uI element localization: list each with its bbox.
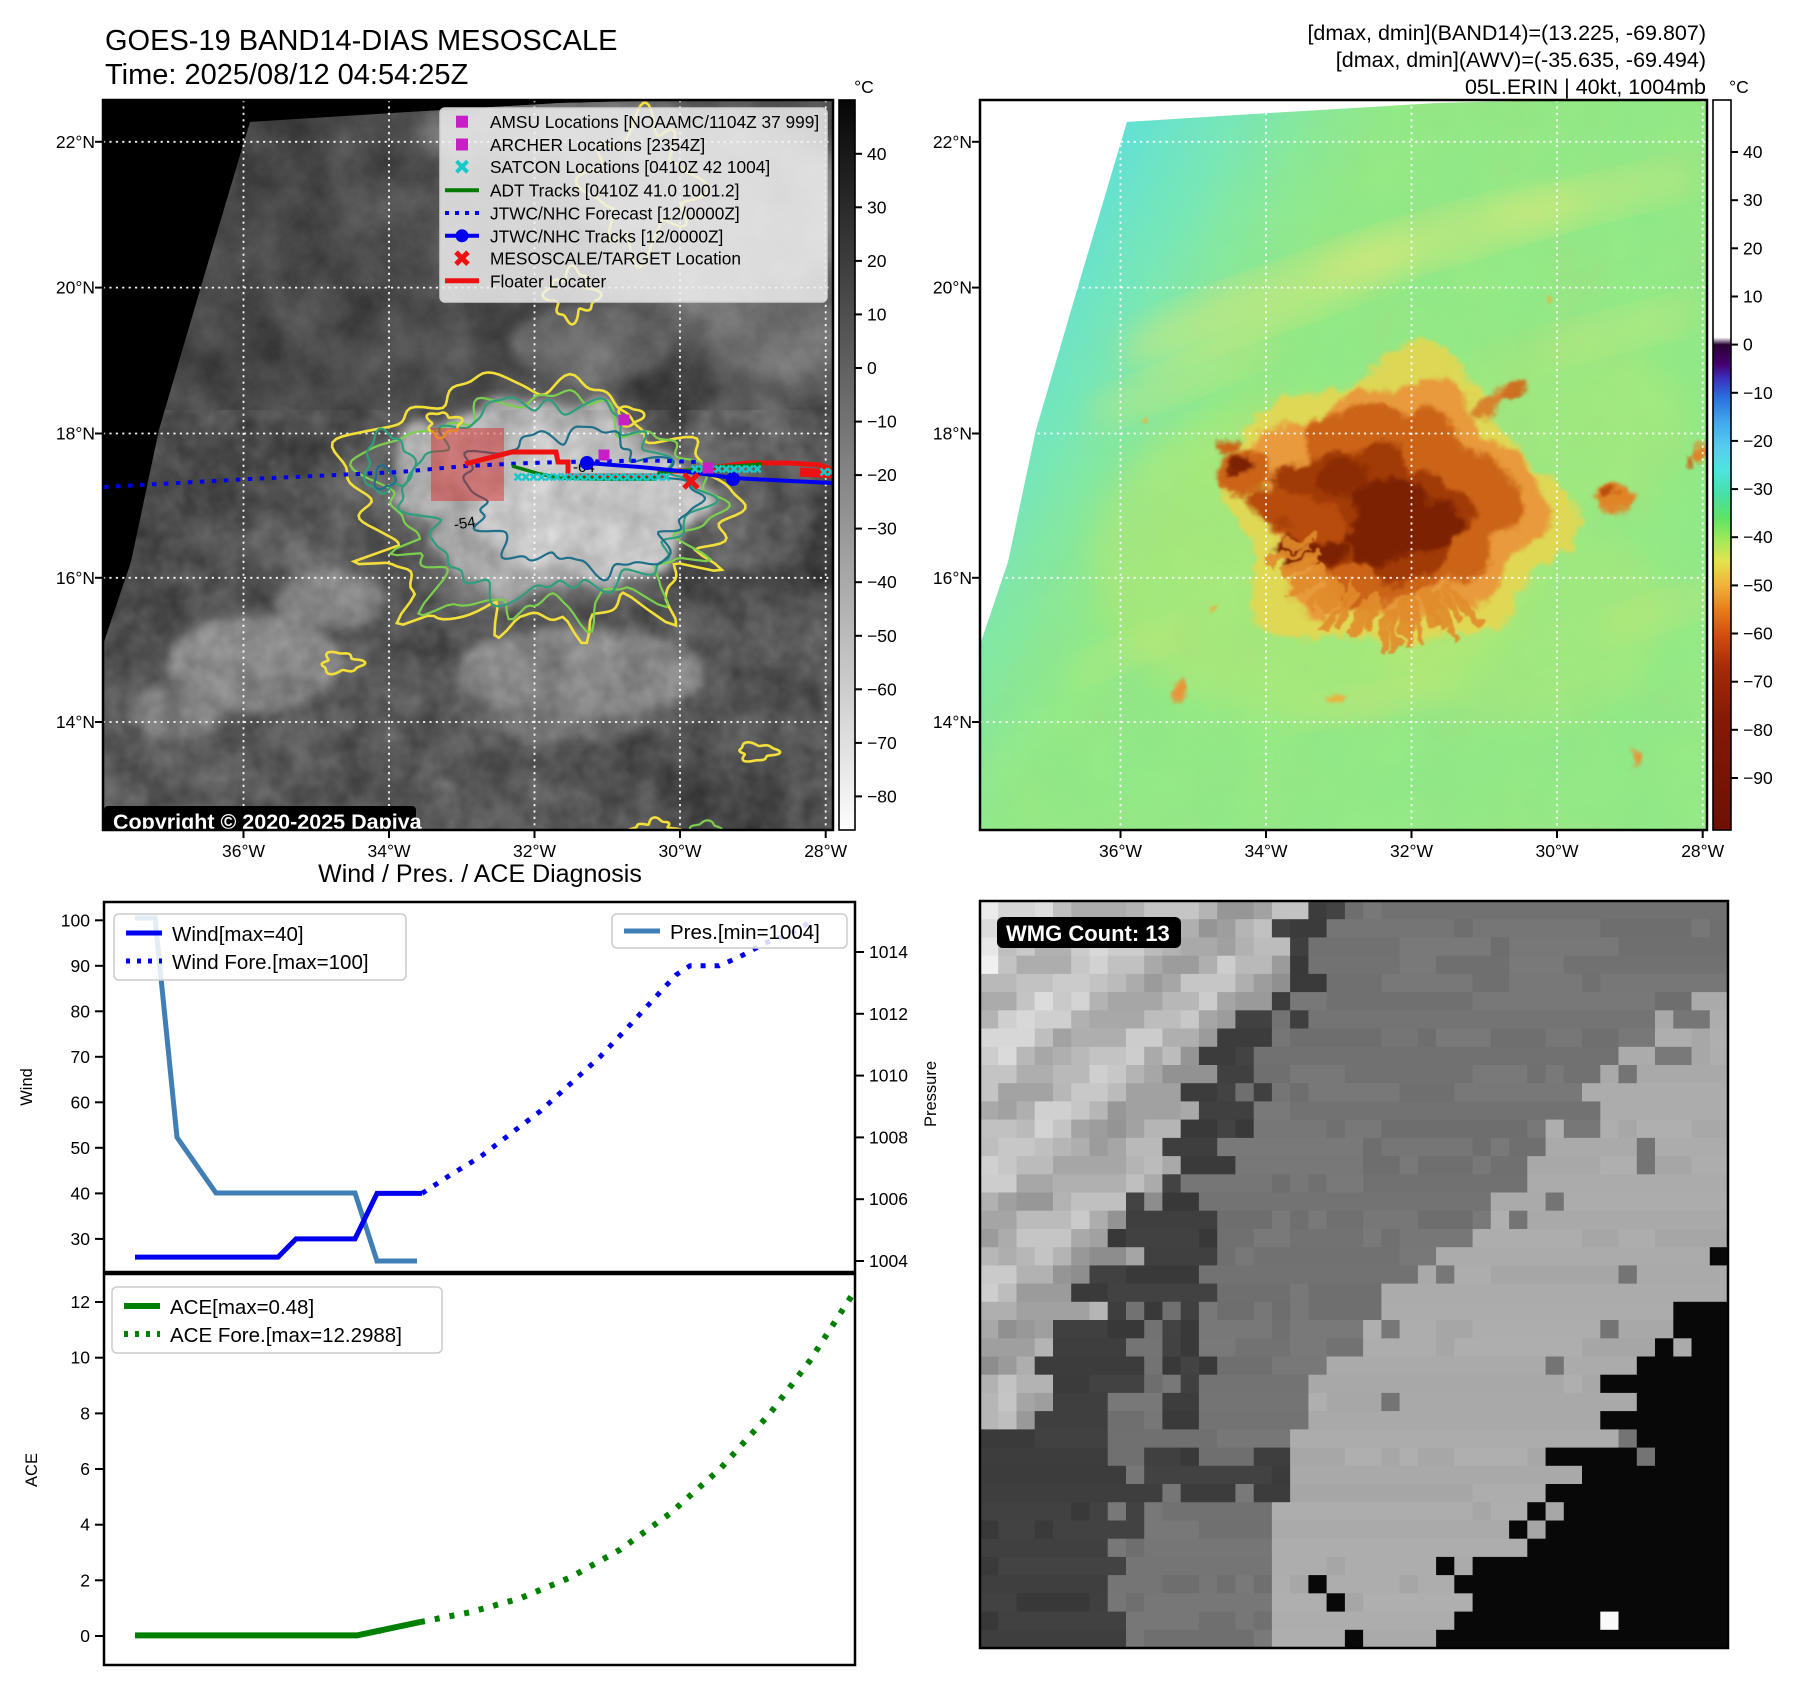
svg-text:−30: −30 — [867, 519, 897, 539]
svg-text:°C: °C — [854, 77, 874, 97]
svg-text:14°N: 14°N — [933, 712, 972, 732]
svg-text:JTWC/NHC Tracks [12/0000Z]: JTWC/NHC Tracks [12/0000Z] — [490, 226, 723, 246]
svg-text:−10: −10 — [867, 412, 897, 432]
svg-text:60: 60 — [71, 1092, 91, 1112]
svg-text:ACE Fore.[max=12.2988]: ACE Fore.[max=12.2988] — [170, 1324, 402, 1347]
svg-text:−30: −30 — [1743, 479, 1773, 499]
svg-text:30: 30 — [1743, 190, 1763, 210]
svg-text:34°W: 34°W — [1245, 841, 1288, 861]
svg-text:−60: −60 — [867, 679, 897, 699]
svg-text:36°W: 36°W — [222, 841, 265, 861]
svg-text:22°N: 22°N — [933, 132, 972, 152]
svg-text:Wind Fore.[max=100]: Wind Fore.[max=100] — [172, 951, 369, 974]
svg-text:Floater Locater: Floater Locater — [490, 271, 606, 291]
svg-text:34°W: 34°W — [368, 841, 411, 861]
svg-text:100: 100 — [61, 910, 90, 930]
svg-text:4: 4 — [80, 1515, 90, 1535]
svg-text:Pres.[min=1004]: Pres.[min=1004] — [670, 921, 820, 944]
svg-text:32°W: 32°W — [513, 841, 556, 861]
svg-text:14°N: 14°N — [56, 712, 95, 732]
svg-text:AMSU Locations [NOAAMC/1104Z 3: AMSU Locations [NOAAMC/1104Z 37 999] — [490, 112, 819, 132]
svg-text:ARCHER Locations [2354Z]: ARCHER Locations [2354Z] — [490, 135, 705, 155]
svg-text:Copyright © 2020-2025 Dapiya: Copyright © 2020-2025 Dapiya — [113, 810, 423, 834]
svg-text:−10: −10 — [1743, 383, 1773, 403]
svg-text:Wind[max=40]: Wind[max=40] — [172, 923, 304, 946]
svg-text:−20: −20 — [867, 465, 897, 485]
svg-text:−50: −50 — [1743, 575, 1773, 595]
svg-text:ADT Tracks [0410Z 41.0 1001.2]: ADT Tracks [0410Z 41.0 1001.2] — [490, 181, 739, 201]
svg-text:70: 70 — [71, 1047, 91, 1067]
svg-text:2: 2 — [80, 1570, 90, 1590]
svg-text:30°W: 30°W — [1536, 841, 1579, 861]
svg-text:−50: −50 — [867, 626, 897, 646]
svg-text:10: 10 — [71, 1348, 91, 1368]
svg-text:1008: 1008 — [869, 1127, 908, 1147]
svg-text:16°N: 16°N — [933, 568, 972, 588]
svg-text:−20: −20 — [1743, 431, 1773, 451]
svg-text:−70: −70 — [867, 733, 897, 753]
svg-text:05L.ERIN | 40kt, 1004mb: 05L.ERIN | 40kt, 1004mb — [1465, 75, 1706, 99]
svg-text:28°W: 28°W — [1681, 841, 1724, 861]
svg-text:−80: −80 — [1743, 720, 1773, 740]
svg-text:1014: 1014 — [869, 942, 908, 962]
svg-text:30: 30 — [71, 1229, 91, 1249]
svg-text:MESOSCALE/TARGET Location: MESOSCALE/TARGET Location — [490, 249, 741, 269]
svg-text:18°N: 18°N — [56, 424, 95, 444]
svg-text:12: 12 — [71, 1292, 90, 1312]
svg-text:−40: −40 — [867, 572, 897, 592]
svg-text:80: 80 — [71, 1001, 91, 1021]
svg-text:GOES-19 BAND14-DIAS MESOSCALE: GOES-19 BAND14-DIAS MESOSCALE — [105, 25, 618, 57]
svg-text:[dmax, dmin](BAND14)=(13.225,: [dmax, dmin](BAND14)=(13.225, -69.807) — [1307, 21, 1706, 45]
svg-text:18°N: 18°N — [933, 424, 972, 444]
svg-text:36°W: 36°W — [1099, 841, 1142, 861]
svg-text:WMG Count: 13: WMG Count: 13 — [1006, 921, 1170, 946]
svg-text:Wind / Pres. / ACE Diagnosis: Wind / Pres. / ACE Diagnosis — [318, 860, 642, 888]
svg-text:1010: 1010 — [869, 1066, 908, 1086]
svg-text:40: 40 — [71, 1183, 91, 1203]
svg-text:30: 30 — [867, 197, 887, 217]
svg-text:1004: 1004 — [869, 1251, 908, 1271]
svg-text:Time: 2025/08/12 04:54:25Z: Time: 2025/08/12 04:54:25Z — [105, 59, 468, 91]
svg-text:SATCON Locations [0410Z 42 100: SATCON Locations [0410Z 42 1004] — [490, 157, 770, 177]
svg-text:−40: −40 — [1743, 527, 1773, 547]
svg-text:1012: 1012 — [869, 1004, 908, 1024]
svg-text:40: 40 — [867, 144, 887, 164]
svg-text:28°W: 28°W — [804, 841, 847, 861]
svg-text:20°N: 20°N — [56, 278, 95, 298]
svg-text:0: 0 — [80, 1626, 90, 1646]
svg-text:Pressure: Pressure — [922, 1061, 940, 1127]
svg-text:20°N: 20°N — [933, 278, 972, 298]
svg-text:6: 6 — [80, 1459, 90, 1479]
svg-text:0: 0 — [1743, 335, 1753, 355]
svg-text:20: 20 — [867, 251, 887, 271]
svg-text:Wind: Wind — [18, 1068, 36, 1106]
svg-text:JTWC/NHC Forecast [12/0000Z]: JTWC/NHC Forecast [12/0000Z] — [490, 204, 740, 224]
svg-text:°C: °C — [1729, 77, 1749, 97]
svg-text:40: 40 — [1743, 142, 1763, 162]
svg-text:10: 10 — [867, 304, 887, 324]
svg-text:22°N: 22°N — [56, 132, 95, 152]
svg-text:8: 8 — [80, 1403, 90, 1423]
svg-text:20: 20 — [1743, 238, 1763, 258]
svg-text:90: 90 — [71, 956, 91, 976]
svg-text:10: 10 — [1743, 287, 1763, 307]
svg-text:−80: −80 — [867, 786, 897, 806]
svg-text:50: 50 — [71, 1138, 91, 1158]
svg-text:32°W: 32°W — [1390, 841, 1433, 861]
svg-text:[dmax, dmin](AWV)=(-35.635, -6: [dmax, dmin](AWV)=(-35.635, -69.494) — [1336, 48, 1706, 72]
svg-text:−60: −60 — [1743, 624, 1773, 644]
svg-text:1006: 1006 — [869, 1189, 908, 1209]
svg-text:−70: −70 — [1743, 672, 1773, 692]
svg-text:0: 0 — [867, 358, 877, 378]
svg-text:-54: -54 — [453, 514, 477, 534]
svg-text:16°N: 16°N — [56, 568, 95, 588]
svg-text:ACE[max=0.48]: ACE[max=0.48] — [170, 1296, 314, 1319]
svg-text:30°W: 30°W — [659, 841, 702, 861]
svg-text:−90: −90 — [1743, 768, 1773, 788]
svg-text:ACE: ACE — [23, 1453, 41, 1487]
